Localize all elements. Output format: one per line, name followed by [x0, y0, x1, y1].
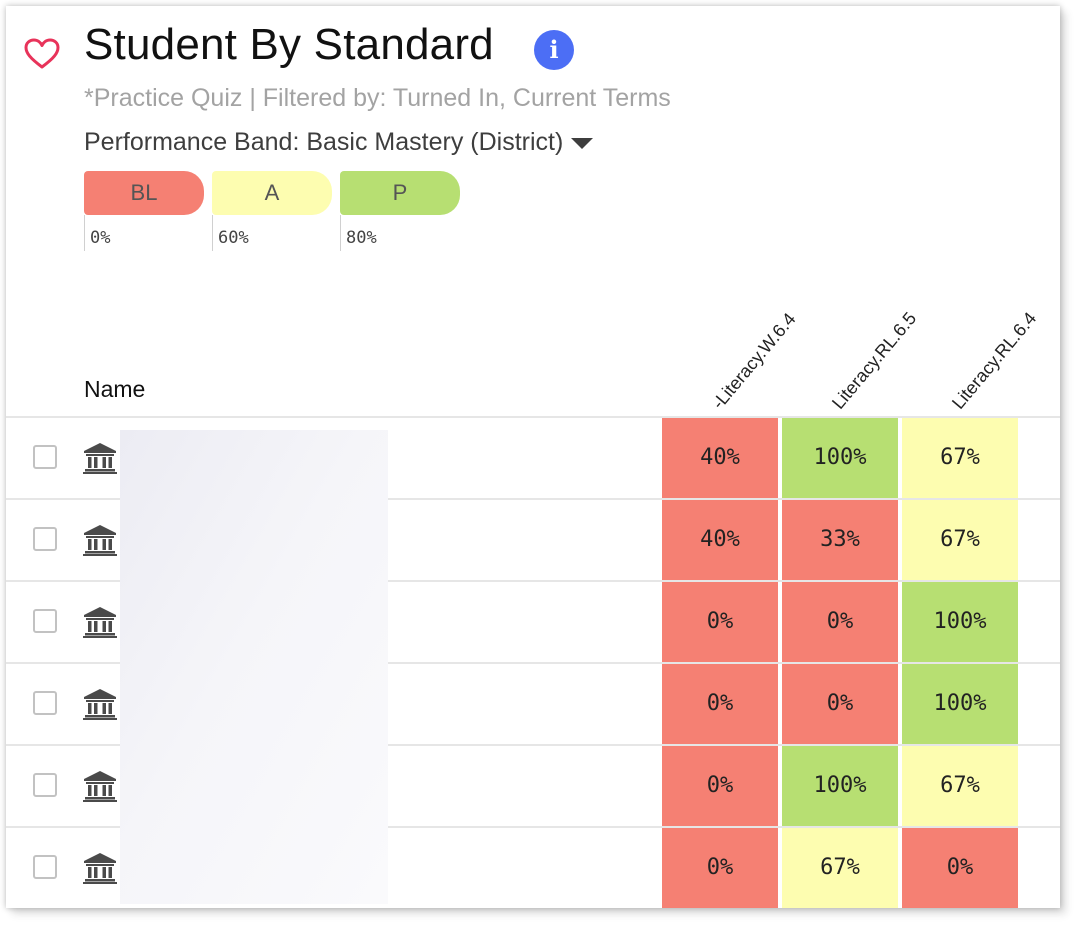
heart-icon[interactable]	[24, 38, 60, 70]
institution-icon	[83, 770, 117, 802]
table-row[interactable]: 40% 33% 67%	[6, 500, 1060, 582]
table-row[interactable]: 0% 0% 100%	[6, 582, 1060, 664]
performance-band-dropdown[interactable]: Performance Band: Basic Mastery (Distric…	[84, 128, 594, 157]
score-cell[interactable]: 67%	[902, 418, 1018, 498]
standard-column-header[interactable]: Literacy.RL.6.5	[828, 308, 921, 413]
legend-tick	[340, 215, 341, 251]
filter-subtitle: *Practice Quiz | Filtered by: Turned In,…	[84, 84, 671, 112]
row-checkbox[interactable]	[33, 527, 57, 551]
institution-icon	[83, 852, 117, 884]
report-card: Student By Standard i *Practice Quiz | F…	[6, 6, 1060, 908]
score-cell[interactable]: 0%	[662, 664, 778, 744]
redacted-student-names	[120, 430, 388, 904]
row-checkbox[interactable]	[33, 445, 57, 469]
legend-threshold: 0%	[90, 228, 111, 248]
legend-threshold: 80%	[346, 228, 377, 248]
row-checkbox[interactable]	[33, 773, 57, 797]
score-cell[interactable]: 0%	[782, 582, 898, 662]
score-cell[interactable]: 100%	[902, 664, 1018, 744]
legend-tick	[212, 215, 213, 251]
row-divider	[6, 498, 1060, 500]
legend-chip-p: P	[340, 171, 460, 215]
row-divider	[6, 662, 1060, 664]
legend-chip-a: A	[212, 171, 332, 215]
institution-icon	[83, 524, 117, 556]
score-cell[interactable]: 40%	[662, 500, 778, 580]
score-cell[interactable]: 0%	[902, 828, 1018, 908]
institution-icon	[83, 442, 117, 474]
standard-column-header[interactable]: Literacy.RL.6.4	[948, 308, 1041, 413]
score-cell[interactable]: 100%	[782, 418, 898, 498]
row-checkbox[interactable]	[33, 855, 57, 879]
standard-column-header[interactable]: -Literacy.W.6.4	[708, 309, 800, 413]
performance-band-label: Performance Band: Basic Mastery (Distric…	[84, 128, 564, 156]
score-cell[interactable]: 67%	[782, 828, 898, 908]
table-row[interactable]: 0% 100% 67%	[6, 746, 1060, 828]
row-checkbox[interactable]	[33, 691, 57, 715]
legend-tick	[84, 215, 85, 251]
info-icon[interactable]: i	[534, 30, 574, 70]
row-divider	[6, 744, 1060, 746]
score-cell[interactable]: 0%	[662, 828, 778, 908]
score-cell[interactable]: 67%	[902, 746, 1018, 826]
row-divider	[6, 416, 1060, 418]
score-cell[interactable]: 67%	[902, 500, 1018, 580]
score-cell[interactable]: 100%	[782, 746, 898, 826]
caret-down-icon[interactable]	[571, 137, 594, 149]
row-divider	[6, 826, 1060, 828]
score-cell[interactable]: 33%	[782, 500, 898, 580]
score-cell[interactable]: 100%	[902, 582, 1018, 662]
score-cell[interactable]: 0%	[782, 664, 898, 744]
score-cell[interactable]: 0%	[662, 582, 778, 662]
institution-icon	[83, 688, 117, 720]
table-row[interactable]: 0% 67% 0%	[6, 828, 1060, 908]
legend-chip-bl: BL	[84, 171, 204, 215]
score-cell[interactable]: 0%	[662, 746, 778, 826]
table-row[interactable]: 0% 0% 100%	[6, 664, 1060, 746]
name-column-header[interactable]: Name	[84, 376, 146, 402]
row-checkbox[interactable]	[33, 609, 57, 633]
legend-threshold: 60%	[218, 228, 249, 248]
institution-icon	[83, 606, 117, 638]
score-cell[interactable]: 40%	[662, 418, 778, 498]
table-row[interactable]: 40% 100% 67%	[6, 418, 1060, 500]
row-divider	[6, 580, 1060, 582]
page-title: Student By Standard	[84, 20, 494, 69]
